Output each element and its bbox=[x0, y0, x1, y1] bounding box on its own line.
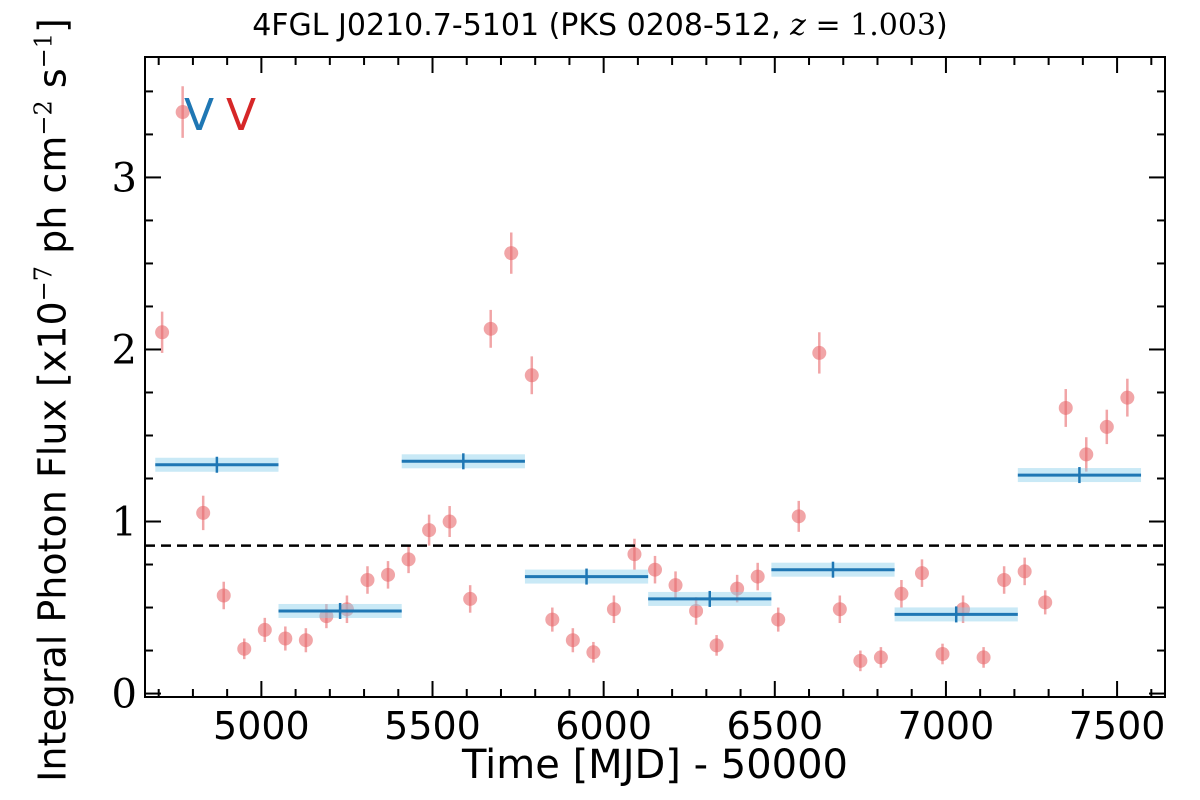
flux-point bbox=[627, 547, 642, 562]
flux-point bbox=[1038, 595, 1053, 610]
flux-point bbox=[1058, 400, 1073, 415]
ylabel-suffix: ] bbox=[30, 18, 75, 33]
flux-point bbox=[442, 514, 457, 529]
flux-point bbox=[483, 321, 498, 336]
plot-frame bbox=[144, 56, 1166, 698]
y-tick-label: 0 bbox=[112, 672, 137, 718]
flux-point bbox=[956, 602, 971, 617]
title-z-value: = 1.003 bbox=[805, 8, 937, 43]
flux-point bbox=[1099, 419, 1114, 434]
flux-point bbox=[463, 591, 478, 606]
red-v-marker: V bbox=[226, 90, 257, 141]
flux-point bbox=[997, 573, 1012, 588]
flux-point bbox=[730, 581, 745, 596]
flux-point bbox=[565, 633, 580, 648]
ylabel-mid: ph cm bbox=[30, 135, 75, 266]
x-tick-label: 5500 bbox=[384, 704, 481, 748]
flux-point bbox=[257, 622, 272, 637]
y-tick-label: 1 bbox=[112, 500, 137, 546]
ylabel-exp-1: −7 bbox=[29, 265, 58, 302]
flux-point bbox=[1017, 564, 1032, 579]
title-close: ) bbox=[936, 8, 948, 43]
y-tick-label: 2 bbox=[112, 327, 137, 373]
flux-point bbox=[853, 653, 868, 668]
flux-point bbox=[360, 573, 375, 588]
flux-point bbox=[196, 505, 211, 520]
x-tick-label: 5000 bbox=[213, 704, 310, 748]
flux-point bbox=[812, 345, 827, 360]
flux-point bbox=[648, 562, 662, 577]
ylabel-prefix: Integral Photon Flux [x10 bbox=[30, 301, 75, 782]
flux-point bbox=[873, 650, 888, 665]
flux-point bbox=[894, 586, 909, 601]
flux-point bbox=[339, 602, 354, 617]
flux-point bbox=[381, 567, 396, 582]
flux-point bbox=[216, 588, 231, 603]
y-axis-label: Integral Photon Flux [x10−7 ph cm−2 s−1] bbox=[30, 18, 75, 782]
flux-point bbox=[935, 646, 950, 661]
x-tick-label: 6000 bbox=[555, 704, 652, 748]
chart-title: 4FGL J0210.7-5101 (PKS 0208-512, z = 1.0… bbox=[0, 8, 1200, 43]
y-tick-label: 3 bbox=[112, 155, 137, 201]
flux-point bbox=[422, 523, 437, 538]
flux-point bbox=[504, 246, 519, 261]
flux-point bbox=[606, 602, 621, 617]
binned-flux-layer bbox=[155, 453, 1142, 623]
flux-point bbox=[791, 509, 806, 524]
x-tick-label: 7500 bbox=[1069, 704, 1166, 748]
axes-layer: 5000 5500 6000 6500 7000 7500 0 1 2 3 bbox=[112, 56, 1166, 748]
flux-point bbox=[155, 325, 170, 340]
ylabel-exp-3: −1 bbox=[29, 32, 58, 69]
blue-v-marker: V bbox=[184, 90, 215, 141]
flux-point bbox=[750, 569, 765, 584]
x-axis-label: Time [MJD] - 50000 bbox=[461, 742, 849, 788]
flux-points-layer bbox=[155, 86, 1135, 672]
flux-point bbox=[1079, 447, 1094, 462]
flux-point bbox=[914, 566, 929, 581]
flux-point bbox=[319, 609, 334, 624]
flux-point bbox=[771, 612, 786, 627]
flux-point bbox=[175, 105, 190, 120]
flux-point bbox=[689, 603, 704, 618]
flux-point bbox=[237, 641, 252, 656]
flux-point bbox=[401, 552, 416, 567]
flux-point bbox=[586, 645, 601, 660]
x-tick-label: 6500 bbox=[726, 704, 823, 748]
flux-point bbox=[278, 631, 293, 646]
flux-point bbox=[545, 612, 560, 627]
flux-point bbox=[524, 368, 539, 383]
ylabel-exp-2: −2 bbox=[29, 100, 58, 136]
title-z-symbol: z bbox=[790, 8, 806, 43]
flux-point bbox=[832, 602, 847, 617]
flux-point bbox=[1120, 390, 1135, 405]
title-source: 4FGL J0210.7-5101 (PKS 0208-512, bbox=[252, 8, 791, 43]
flux-point bbox=[298, 633, 313, 648]
flux-point bbox=[709, 638, 724, 653]
x-tick-label: 7000 bbox=[898, 704, 995, 748]
ylabel-mid-2: s bbox=[30, 68, 75, 101]
flux-point bbox=[976, 650, 991, 665]
flux-point bbox=[668, 578, 683, 593]
